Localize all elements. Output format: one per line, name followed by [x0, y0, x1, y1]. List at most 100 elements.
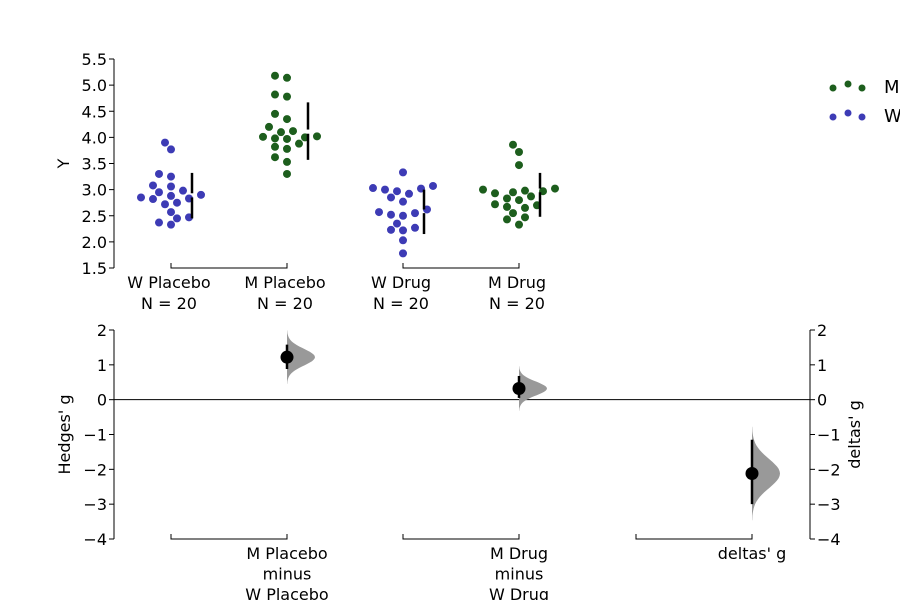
group-label: M Drug — [488, 273, 546, 292]
group-n-label: N = 20 — [373, 294, 429, 313]
contrast-label: minus — [263, 565, 312, 584]
bootstrap-distribution — [752, 426, 780, 521]
data-point-m — [551, 184, 559, 193]
y-tick-label: 2 — [97, 321, 107, 340]
data-point-m — [521, 203, 529, 212]
data-point-w — [375, 208, 383, 217]
legend: MW — [829, 77, 900, 127]
data-point-w — [155, 218, 163, 227]
y-tick-label: 4.5 — [82, 102, 107, 121]
group-bracket — [170, 263, 288, 269]
data-point-m — [283, 73, 291, 82]
data-point-m — [527, 192, 535, 201]
group-label: M Placebo — [244, 273, 325, 292]
data-point-w — [167, 145, 175, 154]
data-point-w — [405, 189, 413, 198]
y-tick-label: −2 — [83, 460, 107, 479]
data-point-m — [503, 215, 511, 224]
data-point-w — [399, 249, 407, 258]
y-tick-label: −3 — [83, 495, 107, 514]
legend-label: M — [884, 77, 900, 98]
data-point-m — [515, 196, 523, 205]
contrast-bracket — [402, 534, 520, 540]
data-point-m — [277, 128, 285, 137]
y-tick-label: 3.0 — [82, 181, 107, 200]
data-point-w — [393, 187, 401, 196]
data-point-m — [265, 122, 273, 131]
data-point-m — [515, 148, 523, 157]
y-tick-label: 1 — [97, 356, 107, 375]
y-tick-label-right: 1 — [817, 356, 827, 375]
data-point-m — [283, 115, 291, 124]
delta-panel: −4 −4 −3 −3 −2 −2 −1 −1 0 0 1 1 2 2 Hedges' g deltas' g… — [55, 321, 864, 600]
data-point-w — [381, 185, 389, 194]
data-point-w — [399, 211, 407, 220]
data-point-m — [295, 139, 303, 148]
data-point-w — [387, 210, 395, 219]
y-tick-label: 1.5 — [82, 259, 107, 278]
data-point-m — [313, 132, 321, 141]
data-point-w — [167, 182, 175, 191]
data-point-m — [283, 169, 291, 178]
effect-size-point — [745, 467, 759, 481]
legend-marker — [844, 109, 852, 117]
y-tick-label: 0 — [97, 391, 107, 410]
data-point-m — [515, 220, 523, 229]
data-point-w — [393, 219, 401, 228]
data-point-m — [283, 157, 291, 166]
data-point-w — [173, 214, 181, 223]
data-point-w — [399, 197, 407, 206]
data-point-m — [509, 188, 517, 197]
legend-label: W — [884, 106, 900, 127]
contrast-label: W Placebo — [245, 585, 328, 600]
y-tick-label-right: −3 — [817, 495, 841, 514]
y-tick-label: 4.0 — [82, 128, 107, 147]
contrast-label: M Placebo — [246, 544, 327, 563]
contrast-label: minus — [495, 565, 544, 584]
data-point-m — [521, 186, 529, 195]
y-tick-label-right: −1 — [817, 426, 841, 445]
data-point-w — [161, 138, 169, 147]
data-point-w — [369, 184, 377, 193]
y-tick-label: 5.5 — [82, 50, 107, 69]
bootstrap-distribution — [287, 330, 315, 384]
legend-marker — [844, 80, 852, 88]
data-point-w — [167, 172, 175, 181]
data-point-w — [179, 186, 187, 195]
effect-size-point — [280, 350, 294, 364]
data-point-m — [283, 134, 291, 143]
contrast-label: deltas' g — [718, 544, 787, 563]
data-point-w — [399, 236, 407, 245]
data-point-w — [173, 198, 181, 207]
data-point-w — [411, 209, 419, 218]
y-axis-label-right: deltas' g — [845, 400, 864, 469]
y-tick-label: −1 — [83, 426, 107, 445]
data-point-m — [491, 200, 499, 209]
y-tick-label: 2.0 — [82, 233, 107, 252]
data-point-w — [411, 223, 419, 232]
contrast-label: W Drug — [489, 585, 549, 600]
contrast-bracket — [170, 534, 288, 540]
group-n-label: N = 20 — [141, 294, 197, 313]
data-point-m — [283, 92, 291, 101]
y-tick-label: −4 — [83, 530, 107, 549]
group-label: W Placebo — [127, 273, 210, 292]
data-point-w — [387, 225, 395, 234]
legend-marker — [858, 113, 866, 121]
legend-marker — [829, 84, 837, 92]
contrast-bracket — [635, 534, 753, 540]
y-axis-label: Hedges' g — [55, 394, 74, 474]
data-point-m — [271, 71, 279, 80]
data-point-w — [149, 181, 157, 190]
data-point-m — [289, 127, 297, 136]
data-point-w — [149, 195, 157, 204]
data-point-m — [271, 142, 279, 151]
legend-marker — [829, 113, 837, 121]
legend-marker — [858, 84, 866, 92]
data-point-w — [167, 208, 175, 217]
data-point-w — [155, 169, 163, 178]
data-point-m — [271, 109, 279, 118]
group-n-label: N = 20 — [257, 294, 313, 313]
data-point-m — [503, 194, 511, 203]
